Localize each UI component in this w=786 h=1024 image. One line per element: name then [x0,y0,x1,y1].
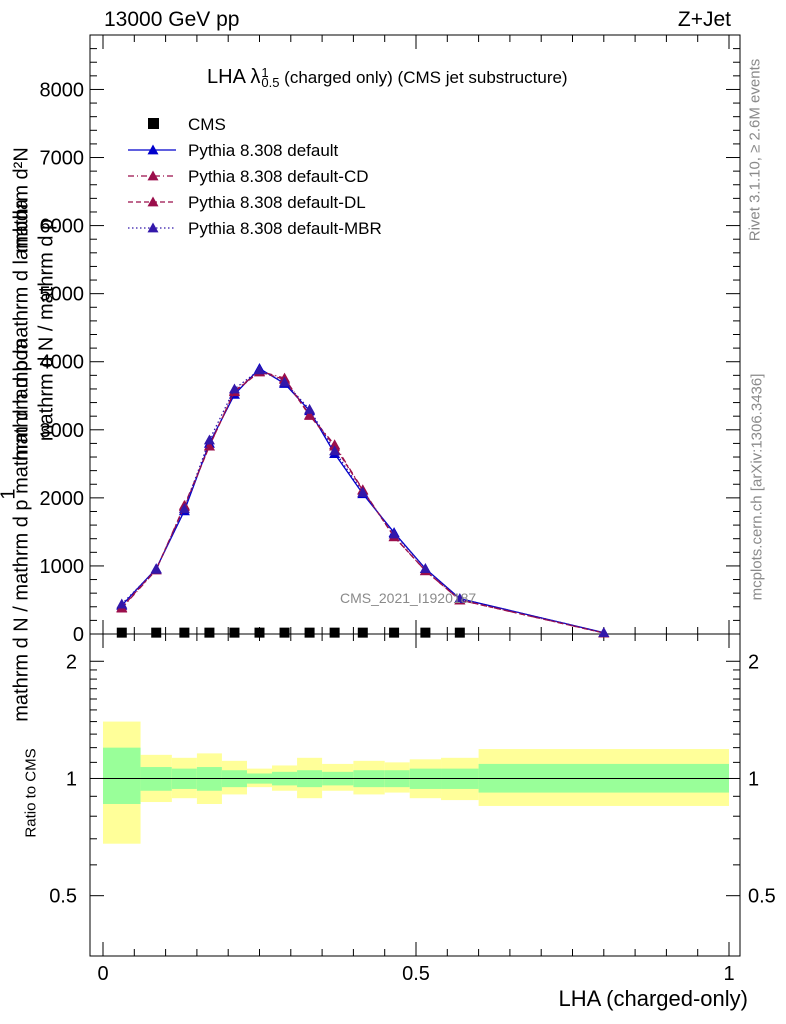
y-tick-label: 8000 [40,79,85,101]
legend-marker [147,144,159,155]
series-point [150,563,162,574]
legend-marker [147,170,159,181]
legend: CMS Pythia 8.308 default Pythia 8.308 defa… [128,115,382,238]
y-tick-label: 7000 [40,148,85,170]
y-tick-label: 5000 [40,284,85,306]
series-point [254,364,265,375]
ratio-y-tick-label-right: 0.5 [748,886,776,908]
legend-marker [148,118,159,129]
cms-data-point [151,627,162,638]
y-axis-label-numerator: mathrm d N / mathrm d p [35,218,58,442]
x-tick-label: 0 [97,963,108,985]
series-point [203,434,215,445]
y-tick-label: 3000 [40,420,85,442]
legend-marker [147,196,159,207]
inner-band-bin [103,747,141,804]
ratio-y-tick-label-right: 2 [748,651,759,673]
legend-label: Pythia 8.308 default [188,141,339,160]
ratio-y-tick-label: 2 [66,651,77,673]
series-point [178,503,190,514]
cms-data-point [389,627,400,638]
y-tick-label: 1000 [40,556,85,578]
chart-title-sub: 0.5 [261,74,280,90]
cms-data-point [279,627,290,638]
y-tick-label: 2000 [40,488,85,510]
cms-data-point [116,627,127,638]
cms-data-point [229,627,240,638]
ratio-y-tick-label: 0.5 [49,886,77,908]
series-point [304,410,316,420]
x-axis-label: LHA (charged-only) [558,986,748,1011]
legend-entry: Pythia 8.308 default-CD [128,167,369,186]
cms-data-point [179,627,190,638]
y-tick-label: 6000 [40,216,85,238]
legend-entry: Pythia 8.308 default-MBR [128,219,382,238]
cms-data-point [420,627,431,638]
legend-entry: Pythia 8.308 default [128,141,339,160]
x-tick-label: 1 [723,963,734,985]
legend-label: CMS [188,115,226,134]
cms-data-point [304,627,315,638]
chart-title-main: LHA λ [207,66,261,88]
legend-marker [147,222,159,233]
main-plot-frame: 0 1000 2000 3000 4000 5000 6000 7000 8000 [40,34,741,646]
ratio-y-tick-label: 1 [66,768,77,790]
series-pythia-8-308-default-mbr [116,364,610,638]
series-point [116,598,128,609]
x-tick-label: 0.5 [402,963,430,985]
series-point [304,403,316,414]
legend-label: Pythia 8.308 default-CD [188,167,369,186]
series-point [279,376,291,387]
cms-data-point [357,627,368,638]
ratio-y-tick-label-right: 1 [748,768,759,790]
chart-title-sup: 1 [261,64,269,80]
legend-label: Pythia 8.308 default-DL [188,193,366,212]
energy-label: 13000 GeV pp [104,8,240,31]
chart-title-rest: (charged only) (CMS jet substructure) [279,68,568,87]
ratio-uncertainty-bands [103,721,729,844]
series-point [357,486,369,497]
process-label: Z+Jet [677,8,731,31]
series-point [388,528,400,539]
legend-label: Pythia 8.308 default-MBR [188,219,382,238]
series-point [228,383,240,394]
legend-entry: Pythia 8.308 default-DL [128,193,366,212]
series-point [419,563,431,574]
chart-title: LHA λ 1 0.5 (charged only) (CMS jet substr… [207,66,568,89]
cms-data-point [204,627,215,638]
analysis-watermark: CMS_2021_I1920187 [340,590,477,606]
cms-data-point [329,627,340,638]
y-tick-label: 4000 [40,352,85,374]
cms-data-point [454,627,465,638]
series-cms [116,627,465,638]
series-point [598,627,610,638]
legend-entry: CMS [148,115,226,134]
y-tick-label: 0 [73,624,84,646]
series-point [454,593,466,604]
series-layer [116,363,610,638]
y-axis-label-top-text: mathrm d²N [10,147,33,253]
ratio-plot-area: 0 0.5 1 0.5 0.5 1 1 2 2 [49,633,776,985]
series-point [329,445,341,456]
cms-data-point [254,627,265,638]
